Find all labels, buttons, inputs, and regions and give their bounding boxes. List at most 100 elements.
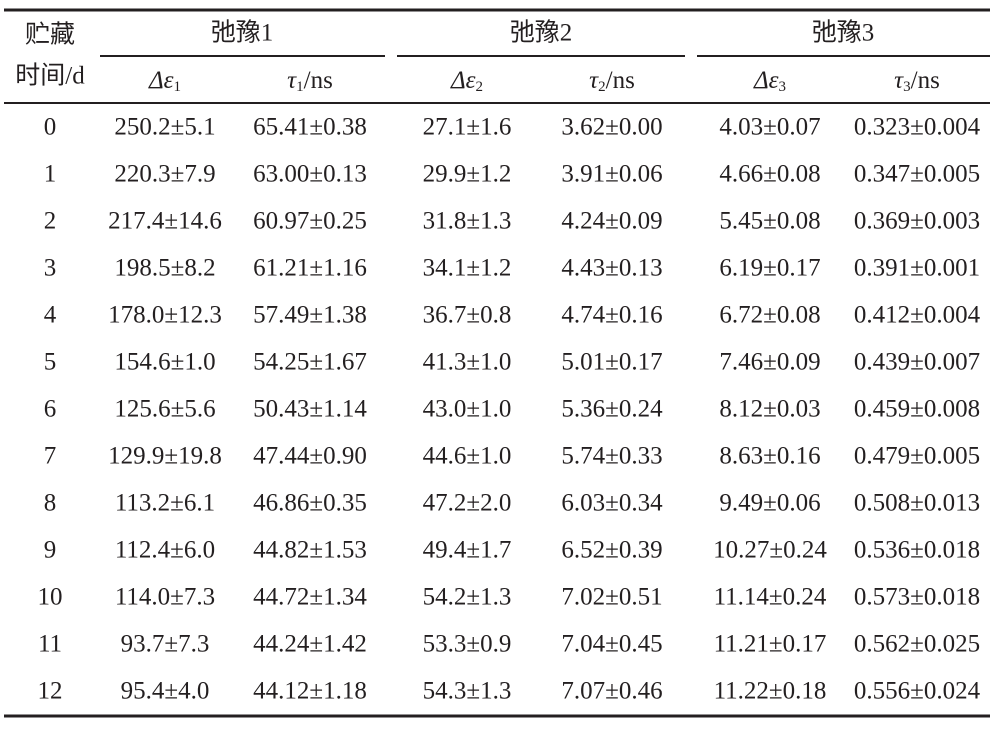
cell: 8.12±0.03 xyxy=(719,396,820,423)
cell: 29.9±1.2 xyxy=(423,161,512,188)
column-header: τ2/ns xyxy=(589,67,635,96)
cell: 0.369±0.003 xyxy=(854,208,980,235)
cell: 5.74±0.33 xyxy=(561,443,662,470)
cell: 44.82±1.53 xyxy=(253,537,367,564)
cell: 4.43±0.13 xyxy=(561,255,662,282)
cell: 0.573±0.018 xyxy=(854,584,980,611)
cell: 9.49±0.06 xyxy=(719,490,820,517)
cell: 0.439±0.007 xyxy=(854,349,980,376)
cell: 95.4±4.0 xyxy=(121,678,210,705)
column-header: Δε3 xyxy=(753,67,786,96)
cell: 50.43±1.14 xyxy=(253,396,367,423)
cell: 6.52±0.39 xyxy=(561,537,662,564)
symbol: τ xyxy=(589,67,599,94)
symbol: Δε xyxy=(148,67,174,94)
cell: 60.97±0.25 xyxy=(253,208,367,235)
cell: 5.45±0.08 xyxy=(719,208,820,235)
cell: 220.3±7.9 xyxy=(114,161,215,188)
cell: 3.91±0.06 xyxy=(561,161,662,188)
row-header: 贮藏 xyxy=(25,21,75,49)
row-label: 5 xyxy=(44,349,57,376)
cell: 44.24±1.42 xyxy=(253,631,367,658)
row-label: 7 xyxy=(44,443,57,470)
cell: 0.459±0.008 xyxy=(854,396,980,423)
subscript: 1 xyxy=(174,79,182,95)
cell: 27.1±1.6 xyxy=(423,114,512,141)
cell: 5.36±0.24 xyxy=(561,396,663,423)
cell: 54.2±1.3 xyxy=(423,584,512,611)
cell: 4.24±0.09 xyxy=(561,208,662,235)
cell: 54.25±1.67 xyxy=(253,349,367,376)
cell: 57.49±1.38 xyxy=(253,302,367,329)
row-label: 2 xyxy=(44,208,57,235)
row-label: 6 xyxy=(44,396,57,423)
subscript: 3 xyxy=(779,79,787,95)
cell: 250.2±5.1 xyxy=(114,114,215,141)
row-label: 8 xyxy=(44,490,57,517)
cell: 0.347±0.005 xyxy=(854,161,980,188)
cell: 0.323±0.004 xyxy=(854,114,981,141)
row-label: 9 xyxy=(44,537,57,564)
cell: 0.536±0.018 xyxy=(854,537,980,564)
cell: 61.21±1.16 xyxy=(253,255,367,282)
unit: /ns xyxy=(911,67,940,94)
symbol: τ xyxy=(287,67,297,94)
cell: 0.412±0.004 xyxy=(854,302,981,329)
cell: 125.6±5.6 xyxy=(114,396,215,423)
cell: 178.0±12.3 xyxy=(108,302,222,329)
cell: 65.41±0.38 xyxy=(253,114,367,141)
cell: 0.479±0.005 xyxy=(854,443,980,470)
cell: 8.63±0.16 xyxy=(719,443,820,470)
cell: 49.4±1.7 xyxy=(423,537,512,564)
cell: 36.7±0.8 xyxy=(423,302,512,329)
cell: 114.0±7.3 xyxy=(115,584,215,611)
cell: 0.556±0.024 xyxy=(854,678,981,705)
row-label: 0 xyxy=(44,114,57,141)
column-header: τ3/ns xyxy=(894,67,940,96)
cell: 7.46±0.09 xyxy=(719,349,820,376)
column-header: τ1/ns xyxy=(287,67,333,96)
cell: 11.14±0.24 xyxy=(714,584,827,611)
cell: 198.5±8.2 xyxy=(114,255,215,282)
row-label: 10 xyxy=(38,584,63,611)
cell: 4.74±0.16 xyxy=(561,302,662,329)
cell: 44.72±1.34 xyxy=(253,584,367,611)
cell: 7.02±0.51 xyxy=(561,584,662,611)
column-header: Δε1 xyxy=(148,67,181,96)
cell: 34.1±1.2 xyxy=(423,255,512,282)
cell: 5.01±0.17 xyxy=(561,349,662,376)
cell: 10.27±0.24 xyxy=(713,537,827,564)
row-label: 12 xyxy=(38,678,63,705)
cell: 7.07±0.46 xyxy=(561,678,662,705)
cell: 63.00±0.13 xyxy=(253,161,367,188)
symbol: Δε xyxy=(450,67,476,94)
group-header: 弛豫2 xyxy=(510,19,573,47)
cell: 44.12±1.18 xyxy=(253,678,367,705)
cell: 47.44±0.90 xyxy=(253,443,367,470)
cell: 44.6±1.0 xyxy=(423,443,512,470)
cell: 54.3±1.3 xyxy=(423,678,512,705)
cell: 4.66±0.08 xyxy=(719,161,820,188)
cell: 4.03±0.07 xyxy=(719,114,820,141)
unit: /ns xyxy=(606,67,635,94)
cell: 46.86±0.35 xyxy=(253,490,367,517)
unit: /ns xyxy=(304,67,333,94)
cell: 6.72±0.08 xyxy=(719,302,820,329)
row-label: 1 xyxy=(44,161,57,188)
subscript: 1 xyxy=(296,79,304,95)
cell: 6.03±0.34 xyxy=(561,490,663,517)
cell: 0.508±0.013 xyxy=(854,490,980,517)
cell: 11.21±0.17 xyxy=(714,631,827,658)
column-header: Δε2 xyxy=(450,67,483,96)
subscript: 2 xyxy=(476,79,484,95)
row-label: 3 xyxy=(44,255,57,282)
cell: 93.7±7.3 xyxy=(121,631,210,658)
cell: 7.04±0.45 xyxy=(561,631,662,658)
row-label: 4 xyxy=(44,302,57,329)
cell: 0.562±0.025 xyxy=(854,631,980,658)
group-header: 弛豫1 xyxy=(211,19,274,47)
row-header: 时间/d xyxy=(15,62,85,90)
cell: 41.3±1.0 xyxy=(423,349,512,376)
cell: 31.8±1.3 xyxy=(423,208,512,235)
